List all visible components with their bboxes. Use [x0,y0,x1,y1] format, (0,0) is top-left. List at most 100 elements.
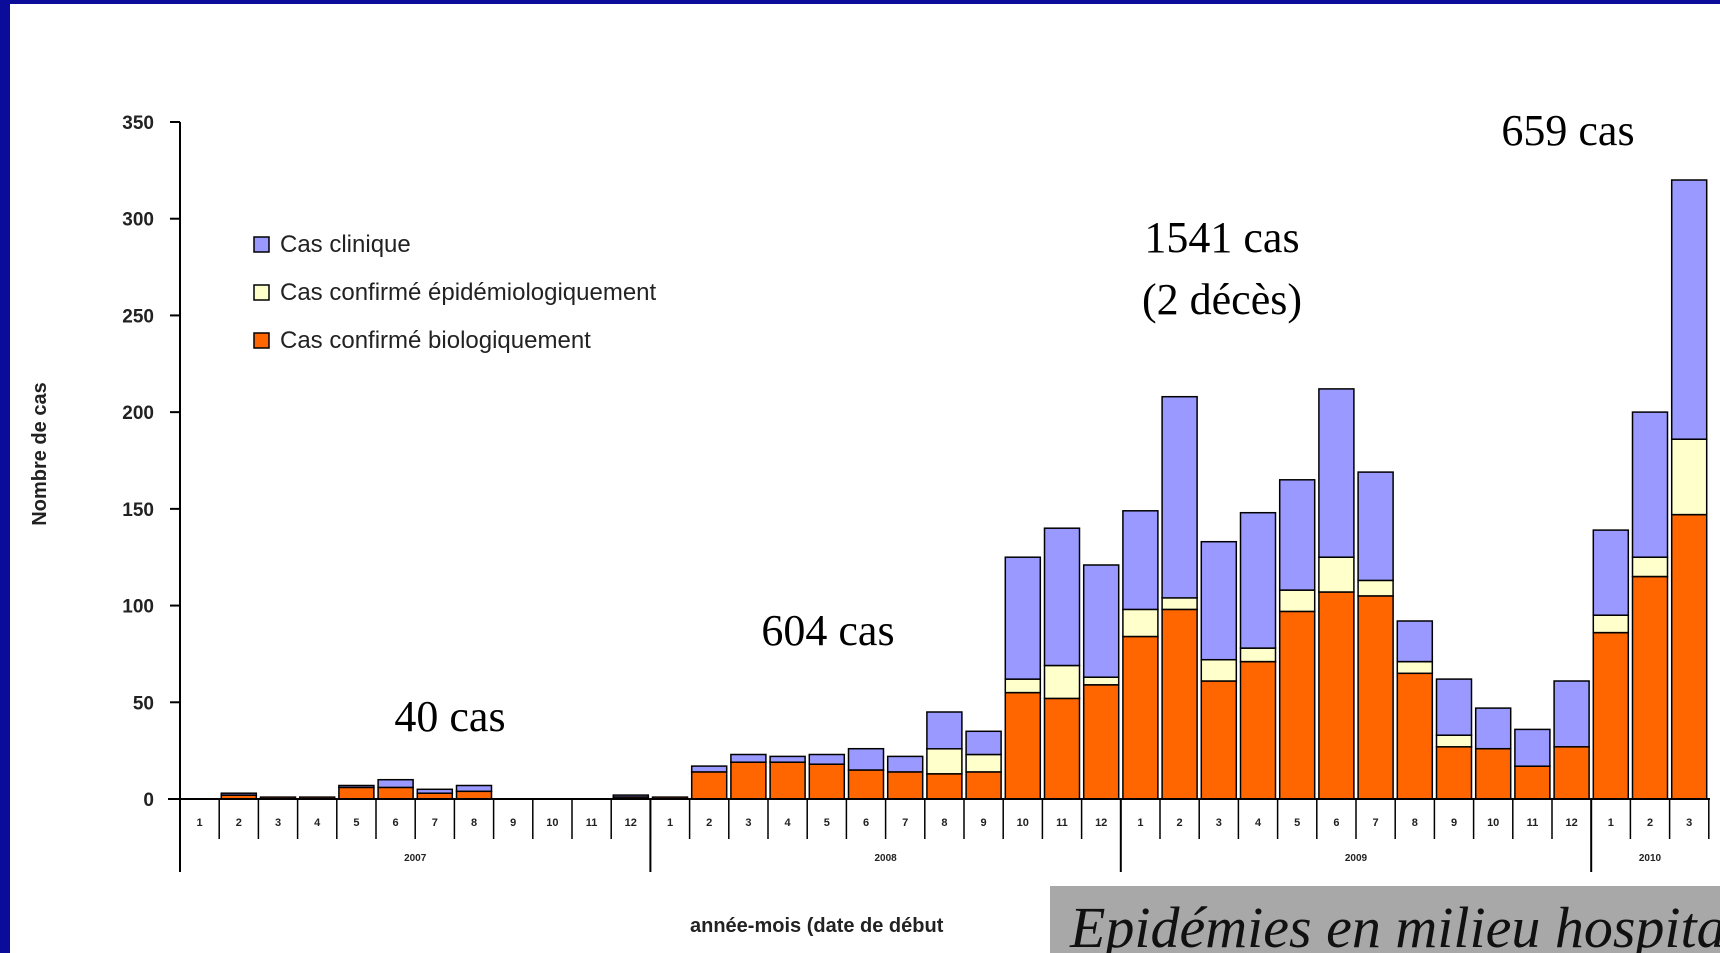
x-month-label: 7 [1373,817,1379,829]
y-tick-label: 300 [122,210,154,231]
bar-seg-s1-m22 [1043,664,1081,700]
axes-layer [168,122,1710,800]
bar-seg-s1-m32 [1435,734,1473,748]
bar-seg-s0-m28 [1278,610,1316,800]
bar-seg-s1-m23 [1082,676,1120,686]
bar-seg-s0-m17 [847,769,885,800]
bar-seg-s2-m6 [416,788,454,794]
bar-seg-s2-m19 [926,711,963,750]
annotation-label: 1541 cas [1144,213,1299,262]
x-month-label: 10 [546,817,558,829]
x-ticks-layer: 1 2 3 4 5 6 7 8 9 10 11 12 1 2 3 4 5 6 7 8 9 10 11 12 1 2 3 4 5 6 7 8 9 1… [179,799,1710,872]
legend-label: Cas confirmé biologiquement [280,327,591,354]
bar-seg-s2-m23 [1082,564,1120,678]
bar-seg-s0-m33 [1474,747,1512,800]
bar-seg-s2-m20 [965,730,1002,756]
y-axis-title: Nombre de cas [29,382,51,525]
bar-seg-s0-m24 [1122,635,1159,800]
bar-seg-s2-m5 [377,778,414,789]
y-tick-label: 0 [143,790,154,811]
bars-layer [220,179,1708,800]
bar-seg-s0-m37 [1631,575,1669,800]
x-month-label: 7 [432,817,438,829]
legend: Cas clinique Cas confirmé épidémiologique… [253,231,657,354]
bar-seg-s0-m13 [690,771,728,800]
x-month-label: 3 [745,817,751,829]
bar-seg-s1-m20 [965,753,1002,773]
bar-seg-s2-m14 [730,753,767,763]
x-month-label: 9 [510,817,516,829]
bar-seg-s0-m26 [1200,680,1238,800]
bar-seg-s0-m27 [1239,660,1277,800]
bar-seg-s2-m15 [769,755,806,763]
x-month-label: 5 [1294,817,1300,829]
bar-seg-s2-m7 [455,784,493,793]
x-month-label: 3 [1686,817,1692,829]
annotation-label: 659 cas [1501,106,1634,155]
bar-seg-s1-m21 [1004,678,1042,694]
bar-seg-s0-m36 [1592,631,1630,800]
x-month-label: 2 [706,817,712,829]
x-month-label: 12 [1095,817,1107,829]
x-month-label: 4 [314,817,321,829]
bar-seg-s1-m19 [926,747,963,775]
x-month-label: 8 [1412,817,1418,829]
y-ticks-layer: 0 50 100 150 200 250 300 350 [122,113,180,811]
x-month-label: 9 [1451,817,1457,829]
year-label: 2009 [1345,853,1368,864]
bar-seg-s0-m34 [1514,765,1551,800]
bar-seg-s0-m14 [730,761,767,800]
y-tick-label: 250 [122,306,154,327]
bar-seg-s1-m30 [1357,579,1394,597]
x-month-label: 6 [863,817,869,829]
bar-seg-s2-m18 [886,755,924,773]
bar-seg-s2-m31 [1396,620,1434,663]
legend-label: Cas clinique [280,231,411,258]
bar-seg-s0-m32 [1435,746,1473,800]
bar-seg-s1-m31 [1396,660,1434,675]
bar-seg-s0-m23 [1082,684,1120,800]
x-month-label: 1 [1137,817,1143,829]
x-month-label: 12 [1565,817,1577,829]
annotations-layer: 40 cas 604 cas 1541 cas (2 décès) 659 cas [394,106,1634,741]
bar-seg-s2-m36 [1592,529,1630,616]
bar-seg-s2-m24 [1122,510,1159,611]
x-month-label: 12 [625,817,637,829]
bar-seg-s0-m29 [1318,591,1355,800]
bar-seg-s0-m16 [808,763,846,800]
legend-swatch [253,236,270,253]
x-month-label: 2 [236,817,242,829]
x-month-label: 8 [941,817,947,829]
bar-seg-s2-m34 [1514,728,1551,767]
bar-seg-s2-m25 [1161,395,1198,599]
bar-seg-s0-m35 [1553,746,1590,800]
bar-seg-s0-m31 [1396,672,1434,800]
bar-seg-s2-m26 [1200,540,1238,661]
bar-seg-s0-m22 [1043,697,1081,800]
bar-seg-s0-m19 [926,773,963,800]
bar-seg-s0-m38 [1670,513,1708,800]
bar-seg-s2-m30 [1357,471,1394,582]
x-month-label: 3 [1216,817,1222,829]
y-tick-label: 50 [133,693,154,714]
bar-seg-s0-m21 [1004,691,1042,800]
x-month-label: 2 [1177,817,1183,829]
bar-seg-s2-m29 [1318,388,1355,558]
bar-seg-s2-m27 [1239,511,1277,649]
bar-seg-s1-m37 [1631,556,1669,578]
bar-seg-s0-m25 [1161,608,1198,800]
bar-seg-s2-m17 [847,747,885,771]
x-month-label: 2 [1647,817,1653,829]
caption-text: Epidémies en milieu hospitalier [1070,895,1720,953]
x-month-label: 11 [586,817,598,829]
bar-seg-s2-m32 [1435,678,1473,736]
x-month-label: 11 [1056,817,1068,829]
annotation-label: (2 décès) [1142,275,1302,324]
bar-seg-s2-m1 [220,792,258,796]
y-tick-label: 200 [122,403,154,424]
x-month-label: 10 [1487,817,1499,829]
bar-seg-s2-m13 [690,765,728,773]
x-month-label: 5 [824,817,830,829]
